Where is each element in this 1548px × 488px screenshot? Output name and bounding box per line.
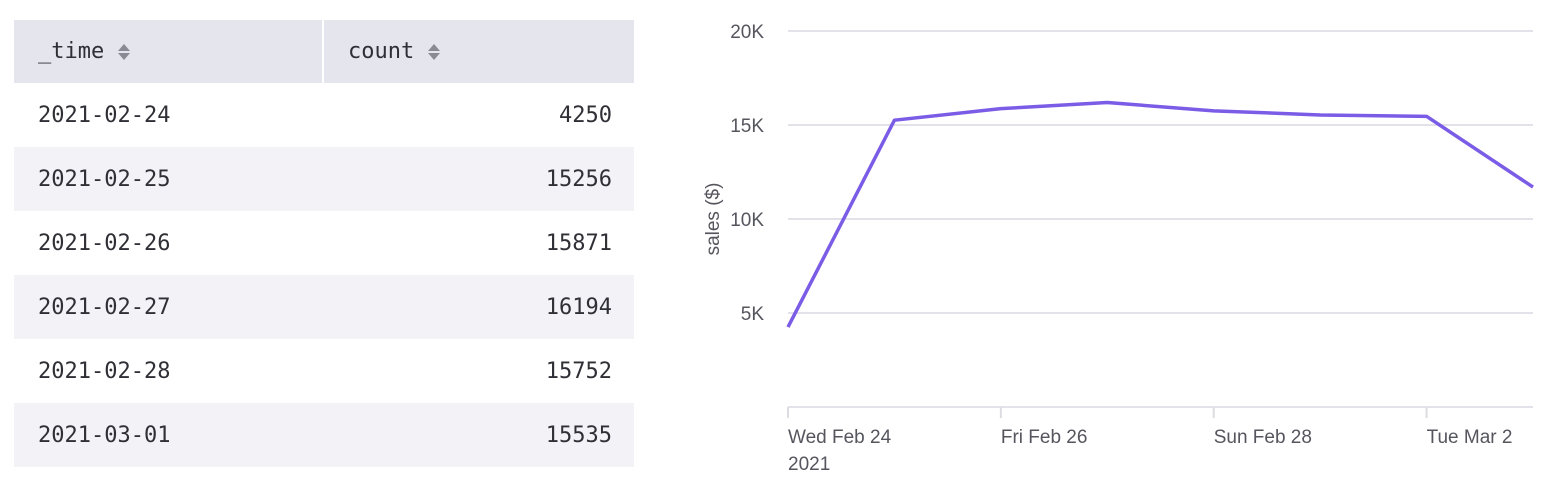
cell-count: 15871: [545, 230, 612, 256]
table-row: 2021-02-28 15752: [14, 339, 634, 403]
column-header-count[interactable]: count: [324, 20, 634, 83]
cell-count: 15535: [545, 422, 612, 448]
column-label: _time: [38, 39, 105, 64]
cell-count: 16194: [545, 294, 612, 320]
series-line: [786, 100, 1534, 328]
table-body: 2021-02-24 4250 2021-02-25 15256 2021-02-26 1…: [14, 83, 634, 467]
cell-count: 4250: [559, 102, 612, 128]
cell-count: 15752: [545, 358, 612, 384]
table-row: 2021-03-01 15535: [14, 403, 634, 467]
data-table: _time count 2021-02-24 4250 2021-02-25 1525…: [14, 20, 634, 467]
table-row: 2021-02-26 15871: [14, 211, 634, 275]
table-row: 2021-02-25 15256: [14, 147, 634, 211]
cell-time: 2021-03-01: [38, 422, 171, 448]
y-tick-label: 5K: [741, 304, 765, 325]
x-tick-label: Sun Feb 28: [1214, 427, 1312, 448]
cell-time: 2021-02-27: [38, 294, 171, 320]
table-header: _time count: [14, 20, 634, 83]
x-tick-sublabel: 2021: [788, 454, 830, 475]
column-label: count: [348, 39, 415, 64]
cell-time: 2021-02-28: [38, 358, 171, 384]
cell-count: 15256: [545, 166, 612, 192]
x-tick-label: Fri Feb 26: [1001, 427, 1088, 448]
sort-icon[interactable]: [428, 43, 441, 60]
column-header-time[interactable]: _time: [14, 20, 324, 83]
table-row: 2021-02-27 16194: [14, 275, 634, 339]
y-tick-label: 10K: [730, 210, 764, 231]
x-tick-label: Wed Feb 24: [788, 427, 892, 448]
cell-time: 2021-02-26: [38, 230, 171, 256]
y-tick-label: 20K: [730, 22, 764, 43]
sort-icon[interactable]: [118, 43, 131, 60]
y-tick-label: 15K: [730, 116, 764, 137]
y-axis-label: sales ($): [703, 183, 724, 256]
cell-time: 2021-02-25: [38, 166, 171, 192]
cell-time: 2021-02-24: [38, 102, 171, 128]
x-tick-label: Tue Mar 2: [1427, 427, 1513, 448]
table-row: 2021-02-24 4250: [14, 83, 634, 147]
